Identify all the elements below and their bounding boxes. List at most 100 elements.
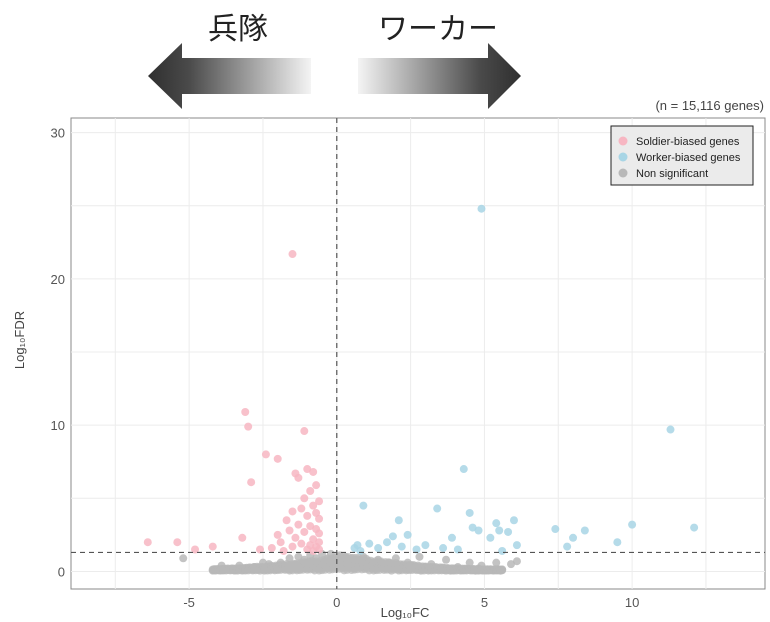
soldier-point <box>306 486 315 495</box>
x-tick-label: 10 <box>625 595 639 610</box>
soldier-point <box>291 533 300 542</box>
y-axis-label: Log₁₀FDR <box>12 311 27 369</box>
worker-point <box>509 516 518 525</box>
worker-point <box>359 501 368 510</box>
soldier-point <box>273 530 282 539</box>
tick-labels: -5 0 5 10 0 10 20 30 <box>51 126 640 610</box>
soldier-point <box>238 533 247 542</box>
soldier-point <box>315 529 324 538</box>
soldier-point <box>303 511 312 520</box>
worker-point <box>512 541 521 550</box>
nonsig-point <box>442 555 451 564</box>
worker-label: ワーカー <box>378 12 498 47</box>
worker-point <box>504 527 513 536</box>
soldier-point <box>309 546 318 555</box>
nonsig-point <box>465 558 474 567</box>
worker-point <box>374 544 383 553</box>
soldier-point <box>208 542 217 551</box>
worker-point <box>666 425 675 434</box>
legend-box <box>610 125 754 186</box>
soldier-point <box>288 507 297 516</box>
worker-point <box>365 539 374 548</box>
worker-point <box>403 530 412 539</box>
soldier-point <box>294 520 303 529</box>
y-tick-label: 20 <box>51 272 65 287</box>
worker-point <box>447 533 456 542</box>
soldier-point <box>282 516 291 525</box>
worker-point <box>356 546 365 555</box>
soldier-point <box>173 538 182 547</box>
soldier-label: 兵隊 <box>208 12 268 47</box>
worker-point <box>628 520 637 529</box>
left-arrow <box>148 43 311 109</box>
worker-point <box>495 526 504 535</box>
worker-point <box>477 204 486 213</box>
soldier-point <box>285 526 294 535</box>
soldier-point <box>300 494 309 503</box>
soldier-point <box>300 427 309 436</box>
nonsig-point <box>415 552 424 561</box>
worker-point <box>433 504 442 513</box>
x-axis-label: Log₁₀FC <box>381 605 430 620</box>
worker-point <box>690 523 699 532</box>
worker-point <box>388 532 397 541</box>
nonsig-point <box>498 566 507 575</box>
legend-soldier-swatch <box>618 136 628 146</box>
soldier-point <box>143 538 152 547</box>
worker-point <box>563 542 572 551</box>
nonsig-point <box>512 557 521 566</box>
soldier-point <box>300 527 309 536</box>
legend: Soldier-biased genes Worker-biased genes… <box>610 125 754 186</box>
plot-panel <box>70 117 766 590</box>
nonsig-point <box>294 552 303 561</box>
soldier-point <box>294 473 303 482</box>
worker-point <box>421 541 430 550</box>
worker-point <box>498 546 507 555</box>
legend-soldier-label: Soldier-biased genes <box>636 136 740 148</box>
worker-point <box>459 465 468 474</box>
worker-point <box>465 508 474 517</box>
soldier-point <box>297 539 306 548</box>
worker-point <box>397 542 406 551</box>
worker-point <box>468 523 477 532</box>
y-tick-label: 10 <box>51 418 65 433</box>
sample-size-note: (n = 15,116 genes) <box>655 98 764 113</box>
soldier-point <box>244 422 253 431</box>
worker-point <box>486 533 495 542</box>
soldier-point <box>276 538 285 547</box>
soldier-point <box>303 465 312 474</box>
y-tick-label: 30 <box>51 126 65 141</box>
nonsig-point <box>507 560 516 569</box>
soldier-point <box>247 478 256 487</box>
worker-point <box>580 526 589 535</box>
nonsig-point <box>179 554 188 563</box>
x-tick-label: -5 <box>183 595 195 610</box>
nonsig-point <box>492 558 501 567</box>
soldier-point <box>241 408 250 417</box>
soldier-point <box>261 450 270 459</box>
worker-point <box>453 545 462 554</box>
soldier-point <box>309 501 318 510</box>
worker-point <box>382 538 391 547</box>
soldier-point <box>267 544 276 553</box>
worker-point <box>474 526 483 535</box>
worker-point <box>412 545 421 554</box>
y-tick-label: 0 <box>58 564 65 579</box>
soldier-point <box>191 545 200 554</box>
worker-point <box>492 519 501 528</box>
soldier-point <box>288 542 297 551</box>
worker-point <box>613 538 622 547</box>
soldier-point <box>315 514 324 523</box>
right-arrow <box>358 43 521 109</box>
soldier-point <box>315 497 324 506</box>
soldier-point <box>288 250 297 259</box>
worker-point <box>551 525 560 534</box>
x-tick-label: 5 <box>481 595 488 610</box>
soldier-point <box>297 504 306 513</box>
soldier-point <box>273 454 282 463</box>
soldier-point <box>256 545 265 554</box>
grid <box>71 118 765 589</box>
worker-point <box>569 533 578 542</box>
worker-point <box>394 516 403 525</box>
